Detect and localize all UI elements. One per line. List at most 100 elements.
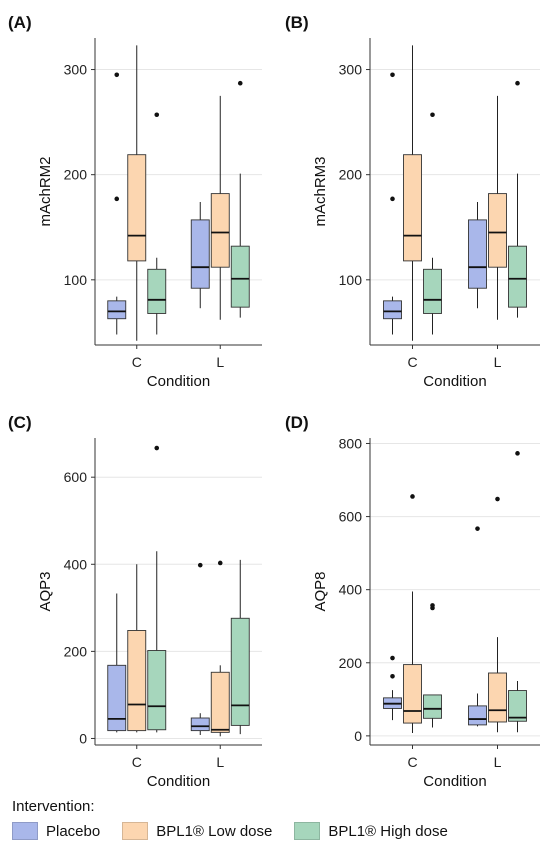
y-tick-label: 800 xyxy=(339,435,363,451)
box-high xyxy=(230,559,250,735)
y-tick-label: 200 xyxy=(64,643,88,659)
x-axis-label: Condition xyxy=(423,373,486,390)
box-high xyxy=(230,80,250,318)
x-tick-label: L xyxy=(494,754,502,770)
box-low xyxy=(403,494,422,733)
legend-label-placebo: Placebo xyxy=(46,822,101,840)
box xyxy=(230,245,250,308)
y-tick-label: 300 xyxy=(64,62,88,78)
y-axis-label: AQP8 xyxy=(312,571,329,611)
box-placebo xyxy=(383,655,402,721)
outlier-point xyxy=(237,80,243,86)
box xyxy=(210,671,230,733)
box-high xyxy=(508,80,527,318)
legend-swatch-placebo xyxy=(12,822,38,840)
panel-2: (B) 100 200 300 mAchRM3 C L Condition xyxy=(285,13,540,390)
outlier-point xyxy=(154,112,160,118)
box xyxy=(508,690,527,722)
figure: (A) 100 200 300 mAchRM2 C L Condition (B) 100 200 3… xyxy=(8,13,540,790)
outlier-point xyxy=(430,603,435,608)
x-tick-label: C xyxy=(132,754,142,770)
x-axis-label: Condition xyxy=(147,373,210,390)
legend-label-high-dose: BPL1® High dose xyxy=(328,822,448,840)
legend: Intervention: Placebo BPL1® Low dose BPL… xyxy=(0,794,550,847)
box-placebo xyxy=(383,72,402,335)
box-low xyxy=(210,95,230,320)
box xyxy=(383,300,402,320)
box xyxy=(127,630,147,732)
box-placebo xyxy=(107,593,127,733)
box-low xyxy=(210,560,230,737)
y-tick-label: 400 xyxy=(64,556,88,572)
box xyxy=(147,268,167,314)
x-axis-label: Condition xyxy=(423,773,486,790)
outlier-point xyxy=(390,196,395,202)
box xyxy=(127,154,147,262)
box xyxy=(210,193,230,268)
box xyxy=(423,268,442,314)
outlier-point xyxy=(410,494,415,499)
outlier-point xyxy=(154,445,160,451)
box xyxy=(488,193,507,268)
y-tick-label: 600 xyxy=(64,469,88,485)
box-low xyxy=(127,564,147,733)
outlier-point xyxy=(475,526,480,531)
panel-label: (A) xyxy=(8,13,32,32)
outlier-point xyxy=(390,72,395,78)
outlier-point xyxy=(390,655,395,661)
legend-item-high-dose: BPL1® High dose xyxy=(294,822,448,840)
x-tick-label: L xyxy=(216,354,224,370)
legend-items: Placebo BPL1® Low dose BPL1® High dose xyxy=(12,822,470,840)
outlier-point xyxy=(515,451,520,456)
box-placebo xyxy=(107,72,127,335)
legend-item-placebo: Placebo xyxy=(12,822,100,840)
outlier-point xyxy=(197,562,203,568)
box xyxy=(508,245,527,308)
y-tick-label: 200 xyxy=(339,167,363,183)
legend-swatch-high-dose xyxy=(294,822,321,840)
box-low xyxy=(403,45,422,341)
box xyxy=(468,705,487,726)
y-axis-label: AQP3 xyxy=(37,571,54,611)
outlier-point xyxy=(114,72,120,78)
legend-swatch-low-dose xyxy=(122,822,149,840)
y-tick-label: 400 xyxy=(339,582,363,598)
x-tick-label: L xyxy=(216,754,224,770)
box xyxy=(403,154,422,262)
panel-3: (C) 0 200 400 600 AQP3 C L Condition xyxy=(8,413,262,790)
outlier-point xyxy=(390,673,395,679)
y-tick-label: 100 xyxy=(64,272,88,288)
y-axis-label: mAchRM3 xyxy=(312,156,329,226)
legend-title: Intervention: xyxy=(12,798,95,815)
outlier-point xyxy=(515,80,520,86)
x-axis-label: Condition xyxy=(147,773,210,790)
outlier-point xyxy=(114,196,120,202)
panel-label: (B) xyxy=(285,13,309,32)
y-tick-label: 100 xyxy=(339,272,363,288)
box xyxy=(423,694,442,719)
outlier-point xyxy=(430,112,435,118)
box xyxy=(403,664,422,724)
x-tick-label: C xyxy=(132,354,142,370)
x-tick-label: C xyxy=(407,354,417,370)
x-tick-label: C xyxy=(407,754,417,770)
box xyxy=(147,650,167,731)
box-low xyxy=(488,496,507,733)
y-tick-label: 300 xyxy=(339,62,363,78)
y-tick-label: 600 xyxy=(339,509,363,525)
box xyxy=(190,219,210,289)
box-high xyxy=(423,603,442,728)
legend-label-low-dose: BPL1® Low dose xyxy=(156,822,273,840)
legend-item-low-dose: BPL1® Low dose xyxy=(122,822,272,840)
y-axis-label: mAchRM2 xyxy=(37,156,54,226)
box-placebo xyxy=(190,202,210,309)
y-tick-label: 0 xyxy=(354,728,362,744)
box xyxy=(107,664,127,732)
outlier-point xyxy=(217,560,223,566)
box-high xyxy=(423,112,442,335)
outlier-point xyxy=(495,496,500,502)
panel-label: (C) xyxy=(8,413,32,432)
panel-label: (D) xyxy=(285,413,309,432)
box-low xyxy=(488,95,507,320)
box-placebo xyxy=(468,202,487,309)
